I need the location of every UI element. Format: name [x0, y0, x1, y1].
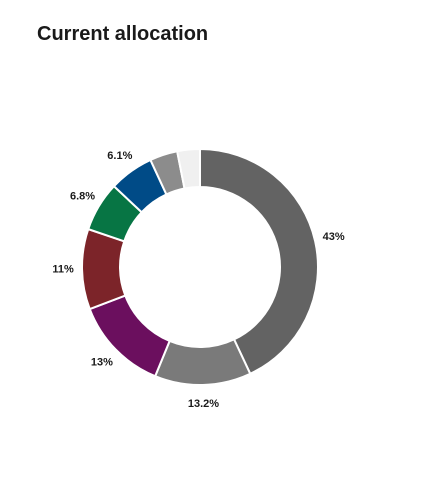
donut-segment	[153, 338, 252, 386]
data-label: 13%	[91, 357, 113, 369]
data-label: 6.8%	[70, 190, 95, 202]
data-label: 11%	[52, 263, 74, 275]
donut-segment	[199, 147, 319, 376]
data-label: 6.1%	[107, 150, 132, 162]
donut-segment	[175, 147, 201, 190]
donut-segment	[81, 227, 127, 311]
chart-title: Current allocation	[37, 23, 208, 45]
data-label: 43%	[323, 231, 345, 243]
data-label: 13.2%	[188, 398, 219, 410]
